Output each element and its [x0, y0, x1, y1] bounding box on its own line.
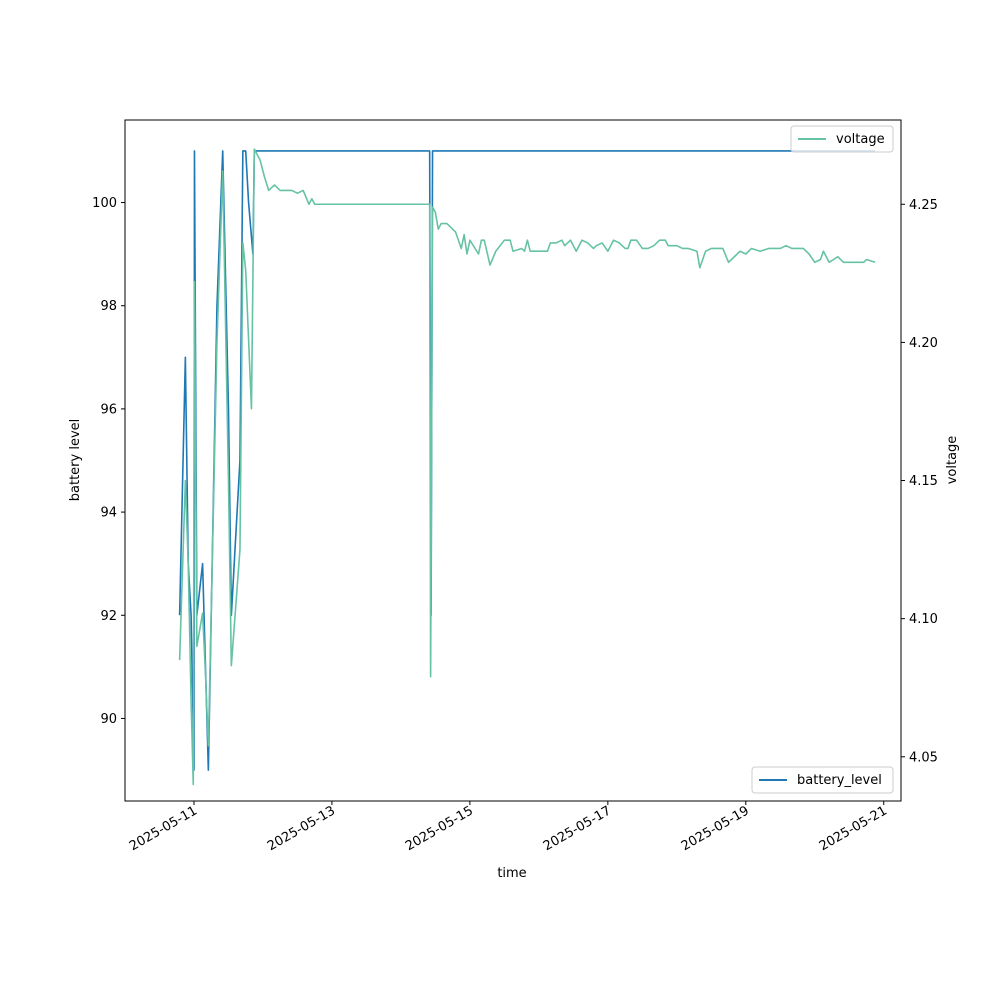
x-tick-label: 2025-05-19	[679, 803, 752, 854]
y-left-tick-label: 98	[100, 299, 117, 314]
legend-battery-level-label: battery_level	[797, 773, 882, 788]
y-left-tick-label: 94	[100, 506, 117, 521]
y-right-tick-label: 4.20	[909, 336, 938, 351]
plot-frame	[124, 119, 902, 802]
x-axis-label: time	[497, 866, 526, 881]
y-left-tick-label: 100	[92, 196, 117, 211]
legend-voltage-label: voltage	[836, 132, 885, 147]
legend-voltage-box	[790, 125, 894, 153]
series-layer	[178, 148, 876, 786]
legend-voltage: voltage	[790, 125, 894, 153]
legend-battery-level-box	[751, 766, 894, 794]
x-tick-label: 2025-05-21	[817, 803, 890, 854]
y-axis-left-label: battery level	[68, 419, 83, 502]
y-right-tick-label: 4.15	[909, 474, 938, 489]
y-right-tick-label: 4.25	[909, 198, 938, 213]
y-left-tick-label: 92	[100, 609, 117, 624]
y-axis-right-label: voltage	[945, 436, 960, 485]
legend-battery-level: battery_level	[751, 766, 894, 794]
series-line-voltage	[178, 148, 876, 786]
y-left-tick-label: 96	[100, 402, 117, 417]
x-tick-label: 2025-05-13	[265, 803, 338, 854]
x-tick-label: 2025-05-11	[127, 803, 200, 854]
y-right-tick-label: 4.10	[909, 612, 938, 627]
x-tick-label: 2025-05-17	[541, 803, 614, 854]
y-left-tick-label: 90	[100, 712, 117, 727]
y-right-tick-label: 4.05	[909, 750, 938, 765]
plot-area	[125, 120, 901, 801]
x-tick-label: 2025-05-15	[403, 803, 476, 854]
